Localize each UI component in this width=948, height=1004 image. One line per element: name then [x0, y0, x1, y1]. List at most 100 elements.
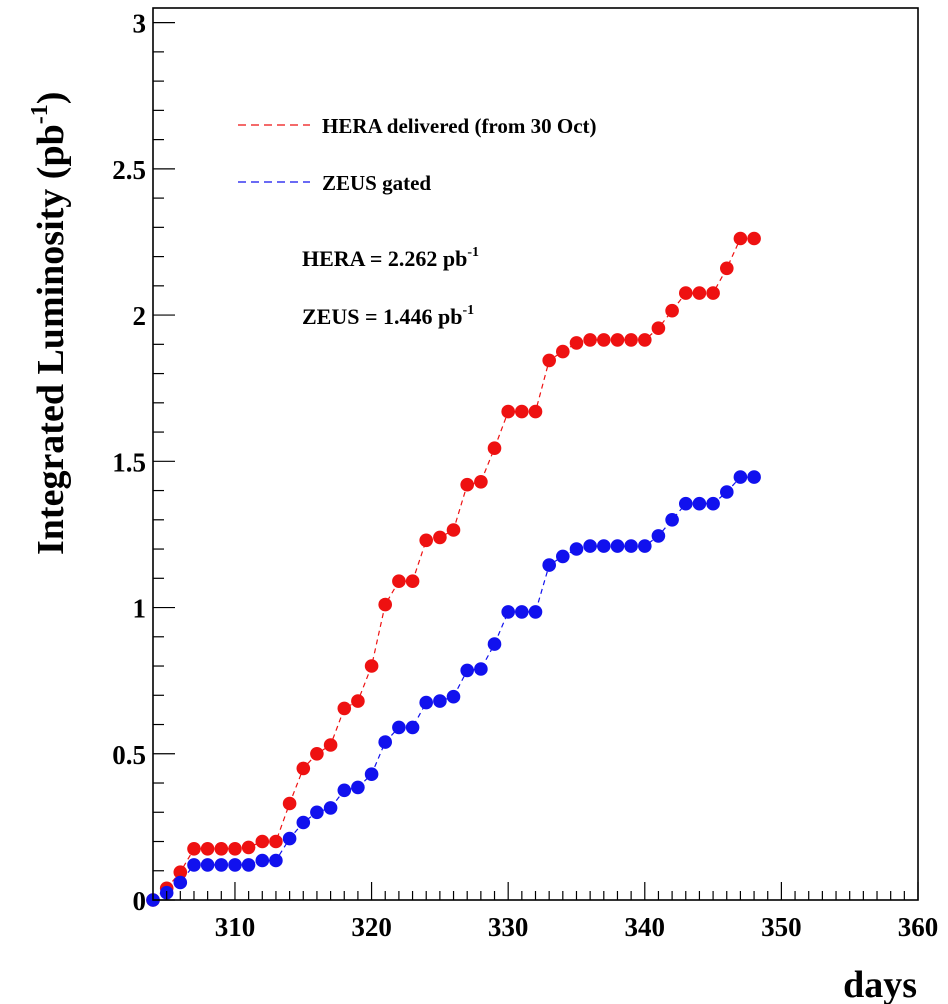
data-point — [583, 539, 597, 553]
data-point — [597, 539, 611, 553]
data-point — [638, 333, 652, 347]
annotation-hera-total: HERA = 2.262 pb-1 — [302, 245, 479, 271]
data-point — [569, 336, 584, 350]
data-point — [419, 533, 434, 548]
data-point — [706, 286, 720, 300]
data-point — [569, 542, 584, 556]
data-point — [733, 231, 748, 246]
y-tick-label: 2 — [133, 301, 147, 331]
data-point — [665, 303, 679, 318]
x-tick-label: 350 — [761, 912, 802, 942]
data-point — [446, 523, 461, 537]
series-points — [146, 231, 761, 907]
data-point — [665, 513, 679, 527]
data-point — [556, 344, 570, 359]
data-point — [405, 574, 420, 588]
data-point — [501, 605, 515, 619]
data-point — [610, 333, 625, 347]
data-point — [392, 574, 406, 588]
data-point — [187, 858, 201, 872]
data-point — [337, 783, 352, 798]
data-point — [282, 796, 297, 811]
x-axis-title: days — [843, 964, 917, 1004]
data-point — [310, 805, 324, 820]
data-point — [269, 853, 283, 868]
data-point — [255, 853, 270, 868]
data-point — [351, 780, 365, 795]
x-tick-label: 360 — [898, 912, 939, 942]
data-point — [282, 831, 297, 846]
data-point — [228, 858, 242, 872]
y-tick-label: 0.5 — [112, 740, 146, 770]
data-point — [310, 747, 324, 761]
data-point — [241, 858, 256, 872]
data-point — [720, 485, 734, 499]
data-point — [501, 404, 515, 419]
x-tick-label: 310 — [215, 912, 256, 942]
data-point — [487, 637, 502, 651]
x-axis: 310 320 330 340 350 360 — [166, 882, 939, 942]
data-point — [515, 404, 529, 419]
x-tick-label: 320 — [351, 912, 392, 942]
data-point — [323, 738, 338, 752]
data-point — [706, 496, 720, 511]
data-point — [378, 597, 393, 612]
data-point — [528, 605, 543, 619]
series-lines — [152, 237, 755, 901]
data-point — [187, 842, 201, 856]
data-point — [173, 875, 188, 890]
data-point — [296, 761, 311, 776]
data-point — [733, 470, 748, 484]
data-point — [624, 333, 638, 347]
y-tick-label: 2.5 — [112, 155, 146, 185]
plot-frame — [152, 7, 919, 901]
data-point — [638, 539, 652, 553]
data-point — [378, 735, 393, 749]
legend: HERA delivered (from 30 Oct) ZEUS gated — [238, 114, 597, 195]
data-point — [255, 834, 270, 849]
data-point — [679, 496, 693, 511]
annotation-zeus-total: ZEUS = 1.446 pb-1 — [302, 303, 474, 329]
data-point — [474, 475, 488, 489]
data-point — [747, 470, 761, 484]
data-point — [364, 767, 379, 781]
data-point — [392, 720, 406, 735]
data-point — [269, 834, 283, 849]
series-line-1 — [152, 476, 755, 901]
data-point — [460, 663, 475, 678]
data-point — [323, 801, 338, 815]
data-point — [651, 321, 666, 336]
data-point — [528, 404, 543, 419]
data-point — [679, 286, 693, 300]
series-line-0 — [152, 237, 755, 901]
data-point — [433, 530, 447, 545]
legend-label-hera: HERA delivered (from 30 Oct) — [322, 114, 597, 138]
data-point — [556, 549, 570, 564]
data-point — [214, 858, 229, 872]
data-point — [419, 695, 434, 710]
data-point — [610, 539, 625, 553]
data-point — [200, 842, 215, 856]
y-tick-label: 0 — [133, 886, 147, 916]
data-point — [542, 353, 556, 368]
data-point — [433, 694, 447, 708]
x-tick-label: 330 — [488, 912, 529, 942]
data-point — [747, 231, 761, 246]
data-point — [692, 286, 707, 300]
data-point — [583, 333, 597, 347]
data-point — [405, 720, 420, 735]
data-point — [446, 689, 461, 704]
data-point — [542, 558, 556, 572]
data-point — [228, 842, 242, 856]
data-point — [296, 815, 311, 830]
data-point — [364, 659, 379, 673]
x-tick-label: 340 — [625, 912, 666, 942]
data-point — [241, 840, 256, 855]
data-point — [692, 496, 707, 511]
data-point — [337, 701, 352, 716]
data-point — [624, 539, 638, 553]
data-point — [351, 694, 365, 708]
data-point — [173, 865, 188, 879]
y-axis-title: Integrated Luminosity (pb-1) — [27, 92, 72, 555]
